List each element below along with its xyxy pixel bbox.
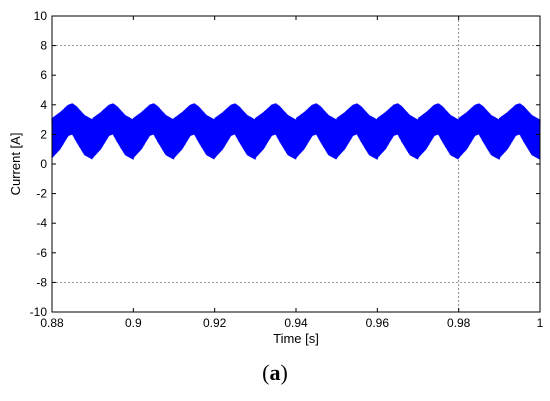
current-band-fill bbox=[52, 104, 540, 159]
x-axis-label: Time [s] bbox=[273, 331, 319, 346]
y-tick-label: -8 bbox=[36, 275, 47, 289]
y-tick-label: 4 bbox=[40, 98, 47, 112]
y-axis-label: Current [A] bbox=[8, 133, 23, 196]
y-tick-label: -4 bbox=[36, 216, 47, 230]
grid-lines bbox=[52, 16, 540, 312]
x-tick-label: 0.96 bbox=[366, 316, 390, 330]
tick-labels: 0.88 0.9 0.92 0.94 0.96 0.98 1 -10 -8 -6 -4 -2 0 2 4 6 8… bbox=[30, 9, 544, 330]
x-tick-label: 0.92 bbox=[203, 316, 227, 330]
axes bbox=[51, 15, 541, 313]
current-series bbox=[51, 103, 541, 160]
plot-area bbox=[52, 16, 540, 312]
caption-letter: a bbox=[269, 360, 281, 385]
y-tick-label: -2 bbox=[36, 187, 47, 201]
x-tick-label: 0.94 bbox=[284, 316, 308, 330]
x-tick-label: 0.9 bbox=[125, 316, 142, 330]
x-tick-label: 0.88 bbox=[40, 316, 64, 330]
caption-open-paren: ( bbox=[262, 360, 270, 385]
y-tick-label: 2 bbox=[40, 127, 47, 141]
x-tick-label: 1 bbox=[537, 316, 544, 330]
figure-caption: (a) bbox=[0, 360, 550, 386]
y-tick-label: 0 bbox=[40, 157, 47, 171]
y-tick-label: 10 bbox=[34, 9, 48, 23]
caption-close-paren: ) bbox=[280, 360, 288, 385]
y-tick-label: 6 bbox=[40, 68, 47, 82]
y-tick-label: 8 bbox=[40, 39, 47, 53]
x-tick-label: 0.98 bbox=[447, 316, 471, 330]
y-tick-label: -10 bbox=[30, 305, 48, 319]
y-tick-label: -6 bbox=[36, 246, 47, 260]
